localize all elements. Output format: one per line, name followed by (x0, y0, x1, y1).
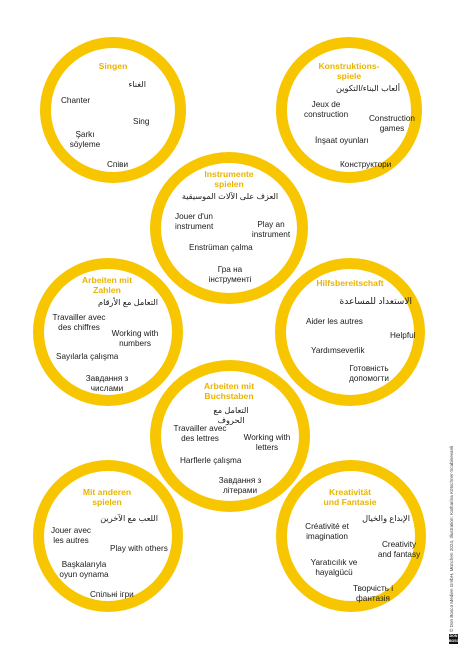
card-mit-anderen-spielen (33, 460, 183, 612)
card-singen (40, 37, 186, 183)
label-turkish: Yardımseverlik (311, 346, 365, 355)
card-title: Hilfsbereitschaft (316, 278, 384, 288)
card-kreativitaet-und-fantasie (276, 460, 426, 612)
card-arbeiten-mit-zahlen (33, 258, 183, 406)
label-english: Sing (133, 117, 150, 126)
label-french: Aider les autres (306, 317, 363, 326)
label-turkish: Yaratıcılık ve hayalgücü (310, 558, 358, 577)
label-ukrainian: Гра на інструменті (208, 265, 252, 284)
label-french: Créativité et imagination (305, 522, 349, 541)
label-french: Jouer avec les autres (50, 526, 92, 545)
label-french: Chanter (61, 96, 91, 105)
label-ukrainian: Спільні ігри (90, 590, 134, 599)
label-arabic: الغناء (128, 80, 146, 89)
card-title: Kreativität und Fantasie (323, 487, 377, 507)
label-ukrainian: Завдання з числами (85, 374, 129, 393)
label-english: Construction games (369, 114, 415, 133)
label-turkish: İnşaat oyunları (315, 136, 369, 145)
card-title: Mit anderen spielen (82, 487, 132, 507)
label-arabic: التعامل مع الأرقام (98, 298, 158, 307)
label-english: Working with numbers (111, 329, 159, 348)
copyright-credit: © Don Bosco Medien GmbH, München 2024, I… (449, 445, 454, 632)
label-arabic: ألعاب البناء/التكوين (335, 84, 400, 93)
label-ukrainian: Співи (107, 160, 129, 169)
label-arabic: اللعب مع الآخرين (100, 514, 158, 523)
label-english: Working with letters (243, 433, 291, 452)
label-arabic: الاستعداد للمساعدة (339, 296, 412, 306)
card-title: Instrumente spielen (204, 169, 254, 189)
card-arbeiten-mit-buchstaben (150, 360, 310, 512)
label-french: Jeux de construction (304, 100, 349, 119)
card-konstruktionsspiele (276, 37, 422, 183)
label-ukrainian: Конструктори (340, 160, 392, 169)
card-title: Singen (98, 61, 128, 71)
card-title: Konstruktions- spiele (318, 61, 380, 81)
label-english: Play an instrument (251, 220, 291, 239)
card-instrumente-spielen (150, 152, 308, 304)
label-french: Travailler avec des chiffres (52, 313, 106, 332)
card-title: Arbeiten mit Zahlen (81, 275, 133, 295)
label-english: Helpful (390, 331, 416, 340)
label-ukrainian: Творчість і фантазія (352, 584, 394, 603)
label-ukrainian: Готовність допомогти (349, 364, 389, 383)
label-english: Play with others (110, 544, 168, 553)
label-turkish: Harflerle çalışma (180, 456, 242, 465)
label-turkish: Başkalarıyla oyun oynama (59, 560, 109, 579)
label-turkish: Enstrüman çalma (189, 243, 253, 252)
label-arabic: الإبداع والخيال (362, 514, 410, 523)
label-arabic: التعامل مع الحروف (213, 406, 249, 425)
label-french: Jouer d'un instrument (175, 212, 214, 231)
label-turkish: Sayılarla çalışma (56, 352, 119, 361)
card-title: Arbeiten mit Buchstaben (203, 381, 255, 401)
label-french: Travailler avec des lettres (173, 424, 227, 443)
label-english: Creativity and fantasy (377, 540, 421, 559)
publisher-logo: DON BOSCO (449, 634, 462, 644)
label-ukrainian: Завдання з літерами (218, 476, 262, 495)
card-hilfsbereitschaft (275, 258, 425, 406)
label-arabic: العزف على الآلات الموسيقية (181, 192, 279, 201)
label-turkish: Şarkı söylemе (69, 130, 101, 149)
